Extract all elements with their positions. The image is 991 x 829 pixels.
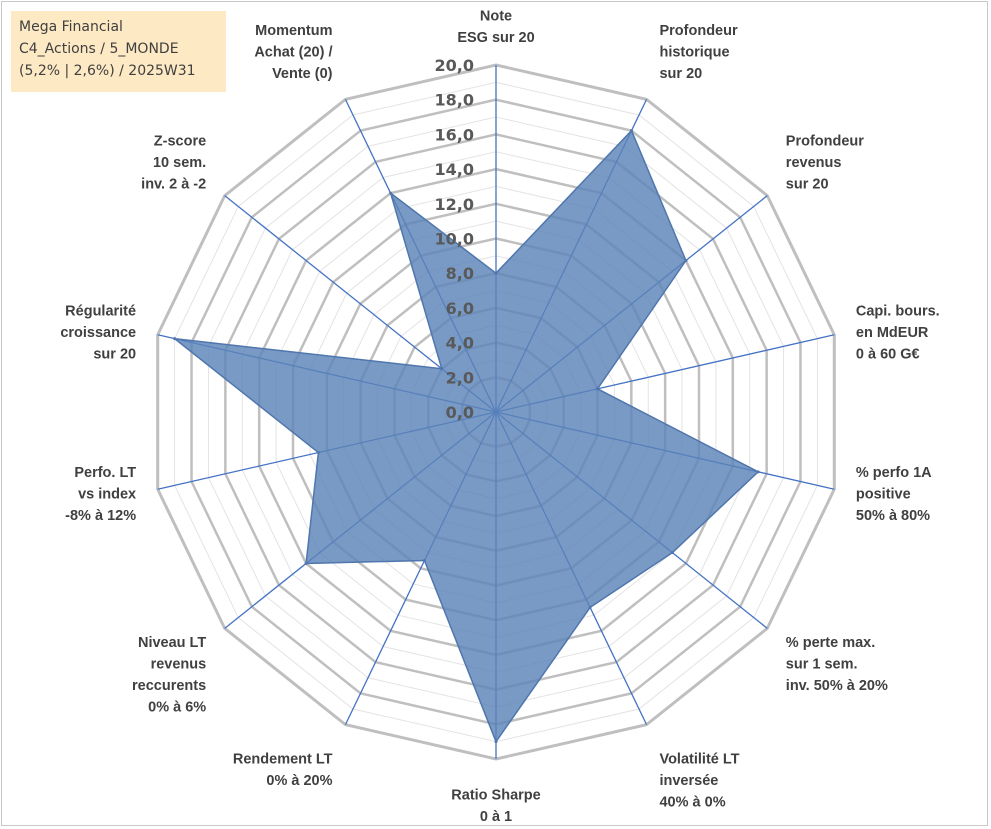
radial-tick-label: 8,0 bbox=[446, 264, 474, 283]
data-point bbox=[494, 271, 498, 275]
data-point bbox=[595, 387, 599, 391]
data-point bbox=[304, 561, 308, 565]
category-label-line: Momentum bbox=[255, 23, 332, 39]
category-label-line: positive bbox=[856, 487, 911, 503]
category-label-line: sur 20 bbox=[93, 346, 136, 362]
category-label-line: ESG sur 20 bbox=[457, 30, 534, 46]
category-label-line: % perte max. bbox=[786, 635, 875, 651]
tick-layer: 0,0 2,0 4,0 6,0 8,0 10,0 12,0 14,0 16,0 18,0 20,0 bbox=[435, 56, 474, 422]
info-line-2: C4_Actions / 5_MONDE bbox=[19, 41, 179, 57]
data-point bbox=[422, 559, 426, 563]
category-label-line: % perfo 1A bbox=[856, 465, 932, 481]
category-label-line: vs index bbox=[78, 487, 136, 503]
data-point bbox=[389, 191, 393, 195]
series-layer bbox=[172, 129, 760, 744]
category-label: Profondeur revenus sur 20 bbox=[786, 134, 864, 193]
category-label-line: 0 à 60 G€ bbox=[856, 346, 920, 362]
category-label-line: sur 20 bbox=[659, 66, 702, 82]
radial-tick-label: 12,0 bbox=[435, 195, 474, 214]
category-label-line: Note bbox=[480, 9, 512, 25]
data-point bbox=[630, 129, 634, 133]
category-label-line: Capi. bours. bbox=[856, 303, 940, 319]
category-label-line: 0% à 20% bbox=[266, 773, 332, 789]
category-label-line: Niveau LT bbox=[138, 635, 206, 651]
category-label: % perte max. sur 1 sem. inv. 50% à 20% bbox=[786, 635, 888, 694]
info-line-1: Mega Financial bbox=[19, 19, 123, 35]
category-label-line: revenus bbox=[786, 155, 842, 171]
radial-tick-label: 0,0 bbox=[446, 403, 474, 422]
category-label-line: Rendement LT bbox=[233, 752, 333, 768]
category-label-line: sur 1 sem. bbox=[786, 656, 858, 672]
category-label-line: inversée bbox=[659, 773, 718, 789]
category-label-line: historique bbox=[659, 44, 729, 60]
category-label-line: sur 20 bbox=[786, 177, 829, 193]
category-label: Volatilité LT inversée 40% à 0% bbox=[659, 752, 739, 811]
category-label-line: Achat (20) / bbox=[254, 44, 332, 60]
category-label: Z-score 10 sem. inv. 2 à -2 bbox=[141, 134, 206, 193]
info-box: Mega Financial C4_Actions / 5_MONDE (5,2… bbox=[11, 11, 226, 92]
category-label-line: Perfo. LT bbox=[74, 465, 136, 481]
category-label-line: 0 à 1 bbox=[480, 809, 512, 825]
category-label-line: 0% à 6% bbox=[148, 699, 206, 715]
category-label-line: Profondeur bbox=[659, 23, 737, 39]
category-label-line: 50% à 80% bbox=[856, 508, 930, 524]
category-label: % perfo 1A positive 50% à 80% bbox=[856, 465, 932, 524]
series-area bbox=[172, 129, 760, 744]
category-label: Régularité croissance sur 20 bbox=[60, 303, 136, 362]
category-label-line: en MdEUR bbox=[856, 325, 929, 341]
category-label-line: Volatilité LT bbox=[659, 752, 739, 768]
category-label-line: 10 sem. bbox=[153, 155, 206, 171]
data-point bbox=[440, 367, 444, 371]
category-label: Momentum Achat (20) / Vente (0) bbox=[254, 23, 332, 82]
radial-tick-label: 16,0 bbox=[435, 125, 474, 144]
data-point bbox=[588, 605, 592, 609]
category-label: Ratio Sharpe 0 à 1 bbox=[451, 788, 540, 826]
category-label-line: inv. 50% à 20% bbox=[786, 678, 888, 694]
category-label-line: Ratio Sharpe bbox=[451, 788, 540, 804]
radial-tick-label: 4,0 bbox=[446, 334, 474, 353]
category-label-line: 40% à 0% bbox=[659, 795, 725, 811]
data-point bbox=[494, 740, 498, 744]
radial-tick-label: 2,0 bbox=[446, 368, 474, 387]
data-point bbox=[670, 551, 674, 555]
radial-tick-label: 18,0 bbox=[435, 91, 474, 110]
data-point bbox=[316, 451, 320, 455]
radial-tick-label: 20,0 bbox=[435, 56, 474, 75]
category-label: Perfo. LT vs index -8% à 12% bbox=[65, 465, 136, 524]
category-label-line: croissance bbox=[60, 325, 136, 341]
label-layer: Note ESG sur 20 Profondeur historique sur 20… bbox=[60, 9, 939, 826]
radial-tick-label: 6,0 bbox=[446, 299, 474, 318]
category-label: Rendement LT 0% à 20% bbox=[233, 752, 333, 790]
data-point bbox=[684, 259, 688, 263]
category-label-line: Régularité bbox=[65, 303, 136, 319]
data-point bbox=[756, 470, 760, 474]
category-label-line: revenus bbox=[151, 656, 207, 672]
category-label-line: inv. 2 à -2 bbox=[141, 177, 206, 193]
category-label: Note ESG sur 20 bbox=[457, 9, 534, 47]
category-label: Capi. bours. en MdEUR 0 à 60 G€ bbox=[856, 303, 940, 362]
category-label-line: reccurents bbox=[132, 678, 206, 694]
category-label: Niveau LT revenus reccurents 0% à 6% bbox=[132, 635, 206, 716]
category-label-line: -8% à 12% bbox=[65, 508, 136, 524]
category-label-line: Profondeur bbox=[786, 134, 864, 150]
category-label-line: Vente (0) bbox=[272, 66, 333, 82]
info-line-3: (5,2% | 2,6%) / 2025W31 bbox=[19, 63, 196, 79]
data-point bbox=[173, 337, 177, 341]
radial-tick-label: 10,0 bbox=[435, 230, 474, 249]
category-label-line: Z-score bbox=[154, 134, 206, 150]
category-label: Profondeur historique sur 20 bbox=[659, 23, 737, 82]
radial-tick-label: 14,0 bbox=[435, 160, 474, 179]
